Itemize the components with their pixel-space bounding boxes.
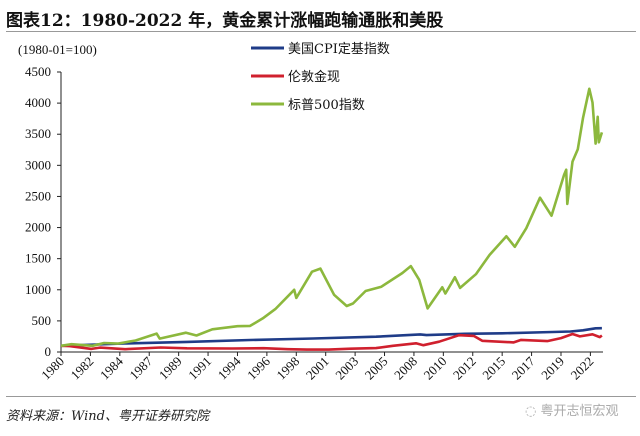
x-tick-label: 2003 bbox=[332, 354, 361, 383]
watermark-text: 粤开志恒宏观 bbox=[540, 404, 619, 419]
x-tick-label: 2022 bbox=[568, 354, 597, 383]
y-tick-label: 2000 bbox=[25, 220, 51, 235]
x-tick-label: 1998 bbox=[273, 354, 302, 383]
legend-label-1: 美国CPI定基指数 bbox=[288, 42, 390, 57]
x-tick-label: 2015 bbox=[479, 354, 508, 383]
x-tick-label: 2010 bbox=[420, 354, 449, 383]
x-tick-label: 2017 bbox=[509, 353, 538, 382]
x-tick-label: 2012 bbox=[450, 354, 479, 383]
x-tick-label: 1987 bbox=[126, 353, 155, 382]
unit-label: (1980-01=100) bbox=[18, 42, 97, 57]
watermark: ◌ 粤开志恒宏观 bbox=[525, 404, 619, 419]
x-tick-label: 1989 bbox=[156, 354, 185, 383]
x-tick-label: 2019 bbox=[538, 354, 567, 383]
y-tick-label: 3500 bbox=[25, 126, 51, 141]
x-tick-label: 1982 bbox=[68, 354, 97, 383]
series-line-2 bbox=[60, 332, 603, 351]
series-line-1 bbox=[60, 326, 602, 348]
x-tick-label: 2001 bbox=[303, 354, 332, 383]
title-divider bbox=[6, 31, 636, 32]
y-tick-label: 1500 bbox=[25, 251, 51, 266]
source-note: 资料来源：Wind、粤开证券研究院 bbox=[6, 409, 209, 424]
line-chart: (1980-01=100) 0 500 1000 1500 2000 2500 3000 35… bbox=[18, 42, 604, 383]
x-tick-label: 2005 bbox=[362, 354, 391, 383]
x-tick-label: 1996 bbox=[244, 353, 273, 382]
x-tick-label: 1984 bbox=[97, 353, 126, 382]
legend-label-3: 标普500指数 bbox=[288, 98, 365, 113]
y-tick-label: 4500 bbox=[25, 64, 51, 79]
y-tick-label: 4000 bbox=[25, 95, 51, 110]
legend-label-2: 伦敦金现 bbox=[288, 69, 340, 85]
x-tick-label: 1994 bbox=[215, 353, 244, 382]
x-tick-label: 1980 bbox=[38, 354, 67, 383]
y-tick-label: 0 bbox=[45, 344, 52, 359]
y-tick-label: 3000 bbox=[25, 157, 51, 172]
y-tick-label: 2500 bbox=[25, 188, 51, 203]
y-tick-label: 1000 bbox=[25, 282, 51, 297]
x-tick-label: 1991 bbox=[185, 354, 214, 383]
series-lines bbox=[60, 87, 604, 351]
source-divider bbox=[6, 396, 636, 397]
x-tick-label: 2008 bbox=[391, 354, 420, 383]
chart-title: 图表12：1980-2022 年，黄金累计涨幅跑输通胀和美股 bbox=[6, 11, 444, 31]
y-tick-label: 500 bbox=[32, 313, 52, 328]
series-line-3 bbox=[60, 87, 604, 348]
